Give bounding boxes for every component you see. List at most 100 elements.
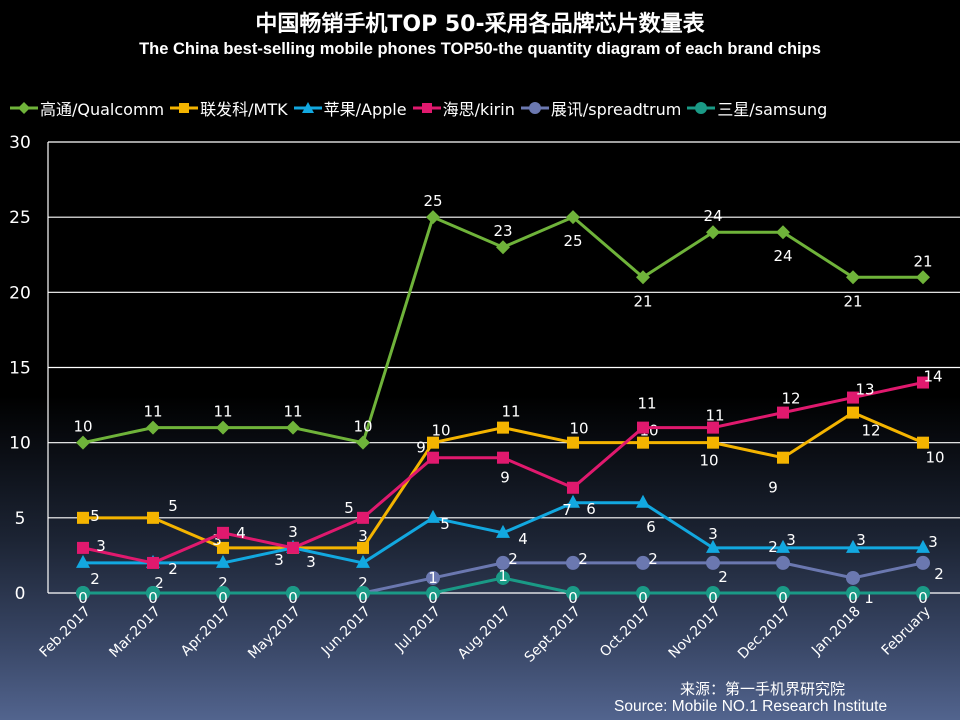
data-point (76, 554, 90, 568)
data-label: 2 (934, 565, 944, 583)
data-point (777, 451, 789, 464)
data-label: 10 (925, 449, 944, 467)
data-label: 2 (168, 560, 178, 578)
data-label: 12 (781, 390, 800, 408)
data-point (286, 586, 300, 600)
data-point (916, 555, 930, 570)
data-point (216, 420, 230, 435)
data-label: 3 (96, 537, 106, 555)
square-marker-icon (412, 103, 441, 113)
data-point (637, 436, 649, 449)
data-label: 0 (918, 589, 928, 607)
data-label: 3 (786, 531, 796, 549)
data-point (497, 421, 509, 434)
data-label: 0 (848, 589, 858, 607)
x-tick-label: May.2017 (245, 604, 304, 663)
data-point (776, 225, 790, 240)
data-label: 0 (778, 589, 788, 607)
data-point (146, 420, 160, 435)
x-tick-label: Jan.2018 (808, 604, 864, 660)
data-point (707, 421, 719, 434)
data-point (567, 436, 579, 449)
chart-title: 中国畅销手机TOP 50-采用各品牌芯片数量表 (255, 12, 705, 37)
x-tick-label: Nov.2017 (666, 604, 724, 662)
legend-item: 海思/kirin (412, 96, 515, 120)
data-label: 0 (428, 589, 438, 607)
data-label: 11 (283, 403, 302, 421)
data-label: 0 (708, 589, 718, 607)
data-point (496, 240, 510, 255)
data-point (356, 554, 370, 568)
data-label: 0 (78, 589, 88, 607)
data-label: 10 (73, 418, 92, 436)
y-tick-label: 20 (9, 283, 31, 303)
legend-label: 苹果/Apple (323, 100, 407, 119)
data-label: 0 (288, 589, 298, 607)
data-label: 2 (718, 568, 728, 586)
data-label: 21 (633, 292, 652, 310)
data-point (706, 539, 720, 553)
legend-item: 联发科/MTK (170, 96, 288, 120)
data-point (426, 586, 440, 600)
data-label: 2 (578, 550, 588, 568)
legend-item: 高通/Qualcomm (10, 96, 164, 120)
triangle-marker-icon (293, 102, 322, 113)
data-point (426, 570, 440, 585)
data-label: 7 (562, 501, 572, 519)
data-point (706, 555, 720, 570)
y-tick-label: 0 (15, 584, 26, 604)
legend-item: 展讯/spreadtrum (520, 96, 682, 120)
x-tick-label: Jul.2017 (392, 604, 444, 656)
legend-label: 展讯/spreadtrum (550, 100, 682, 119)
data-point (566, 494, 580, 508)
data-label: 3 (212, 531, 222, 549)
y-tick-label: 15 (9, 359, 31, 379)
data-label: 0 (568, 589, 578, 607)
data-point (706, 586, 720, 600)
data-point (77, 511, 89, 524)
data-point (357, 511, 369, 524)
data-label: 23 (493, 222, 512, 240)
data-point (847, 391, 859, 404)
data-point (636, 586, 650, 600)
data-label: 0 (638, 589, 648, 607)
x-tick-label: Jun.2017 (318, 604, 374, 660)
data-label: 10 (569, 420, 588, 438)
data-label: 10 (431, 422, 450, 440)
data-point (217, 526, 229, 539)
data-point (216, 554, 230, 568)
data-point (77, 541, 89, 554)
data-label: 12 (861, 422, 880, 440)
data-label: 24 (773, 247, 792, 265)
chart-subtitle: The China best-selling mobile phones TOP… (139, 40, 821, 58)
data-label: 4 (518, 530, 528, 548)
data-point (147, 511, 159, 524)
data-label: 3 (274, 551, 284, 569)
data-label: 2 (358, 574, 368, 592)
data-point (356, 586, 370, 600)
data-point (427, 451, 439, 464)
data-point (567, 481, 579, 494)
data-point (217, 541, 229, 554)
data-point (356, 435, 370, 450)
data-point (496, 570, 510, 585)
legend-label: 高通/Qualcomm (40, 100, 165, 119)
source-en: Source: Mobile NO.1 Research Institute (614, 698, 888, 715)
data-label: 4 (236, 524, 246, 542)
x-tick-label: Feb.2017 (37, 604, 94, 661)
data-point (777, 406, 789, 419)
data-label: 1 (498, 567, 508, 585)
data-label: 1 (428, 569, 438, 587)
data-point (426, 210, 440, 225)
data-point (916, 586, 930, 600)
data-point (427, 436, 439, 449)
data-point (566, 210, 580, 225)
data-point (636, 494, 650, 508)
data-label: 24 (703, 207, 722, 225)
x-tick-label: Apr.2017 (178, 604, 234, 660)
data-point (847, 406, 859, 419)
data-label: 0 (148, 589, 158, 607)
diamond-marker-icon (10, 102, 38, 114)
data-point (566, 555, 580, 570)
data-label: 9 (768, 479, 778, 497)
